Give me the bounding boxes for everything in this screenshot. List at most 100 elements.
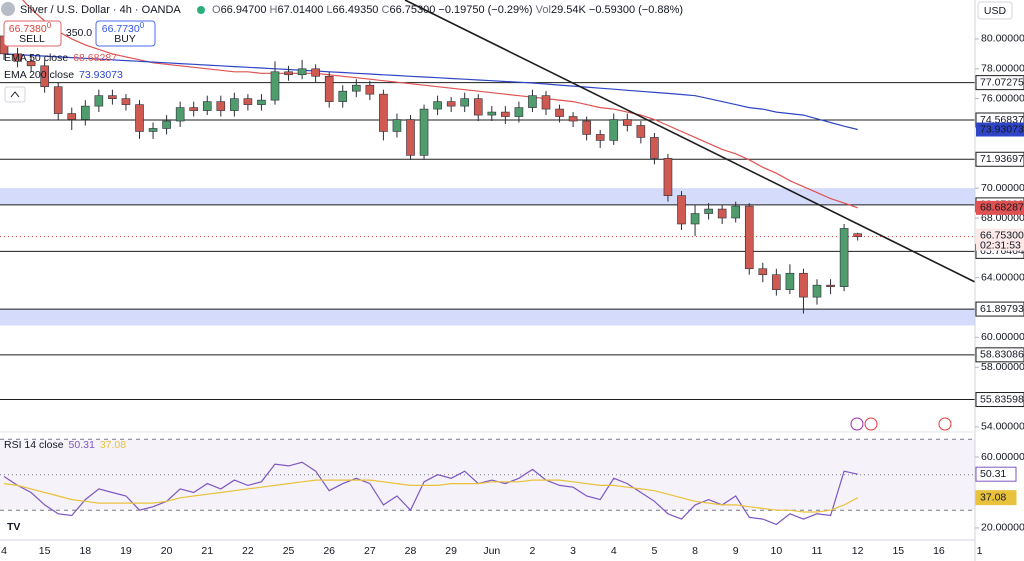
buy-price[interactable]: 66.77300 (102, 21, 145, 35)
candle-body (189, 107, 198, 111)
event-icon[interactable] (850, 417, 864, 431)
sell-main[interactable]: 66.7380 (9, 23, 47, 35)
candle-body (121, 98, 131, 105)
legend-value: 68.68287 (73, 52, 117, 64)
level-label: 71.93697 (980, 153, 1024, 165)
logo[interactable]: TV (7, 521, 20, 533)
c-label: C (382, 4, 390, 16)
candle-body (351, 84, 361, 92)
x-tick-label: 12 (852, 545, 864, 557)
y-tick-label: 78.00000 (981, 63, 1024, 75)
candle-body (555, 108, 564, 117)
y-tick-label: 58.00000 (981, 361, 1024, 373)
zone (0, 309, 975, 326)
y-tick-label: 76.00000 (981, 92, 1024, 104)
candle-body (568, 116, 578, 122)
x-tick-label: 1 (977, 545, 983, 557)
candle-body (53, 86, 63, 114)
level-tag (975, 151, 1024, 167)
sell-button[interactable]: 66.73800 SELL (3, 20, 62, 47)
candle-body (785, 272, 795, 290)
buy-button[interactable]: 66.77300 BUY (95, 20, 156, 47)
collapse-icon[interactable] (10, 91, 20, 98)
sell-digit[interactable]: 0 (47, 21, 52, 30)
buy-digit[interactable]: 0 (140, 21, 145, 30)
candle-body (704, 208, 713, 214)
volume-change: −0.59300 (−0.88%) (589, 4, 683, 16)
x-tick-label: 5 (651, 545, 657, 557)
event-icon[interactable] (938, 417, 952, 431)
currency-box[interactable] (977, 1, 1013, 20)
candle-body (501, 111, 510, 117)
x-tick-label: 26 (323, 545, 335, 557)
sell-price[interactable]: 66.73800 (9, 21, 52, 35)
candle-body (379, 93, 388, 132)
price-countdown: 02:31:53 (980, 239, 1021, 251)
x-tick-label: Jun (483, 545, 500, 557)
x-tick-label: 11 (812, 545, 823, 557)
legend-entry: EMA 200 close 73.93073 (4, 69, 123, 81)
buy-main[interactable]: 66.7730 (102, 23, 140, 35)
spread: 350.0 (66, 27, 92, 39)
candle-body (392, 119, 402, 132)
currency[interactable]: USD (984, 5, 1007, 17)
candle-body (406, 119, 415, 156)
l-value: 66.49350 (333, 4, 379, 16)
candle-body (690, 213, 700, 225)
rsi-legend: RSI 14 close 50.31 37.08 (4, 439, 126, 451)
line (3, 53, 858, 131)
zones (0, 188, 975, 326)
line (3, 479, 858, 513)
candle-body (609, 119, 619, 141)
x-tick-label: 28 (405, 545, 417, 557)
l-label: L (326, 4, 332, 16)
ema-tag-box (976, 200, 1024, 215)
buy-box[interactable] (95, 20, 156, 47)
x-tick-label: 15 (892, 545, 904, 557)
candle-body (487, 111, 497, 116)
candle-body (528, 95, 537, 108)
candle-body (636, 125, 646, 138)
price-tag-box (976, 228, 1024, 251)
candle-body (81, 105, 90, 120)
x-tick-label: 4 (1, 545, 7, 557)
buy-label[interactable]: BUY (114, 33, 136, 45)
rsi-tag-box (975, 466, 1017, 482)
candle-body (94, 95, 104, 107)
rsi-legend-value: 37.08 (100, 439, 126, 451)
x-tick-label: 22 (242, 545, 254, 557)
rsi-name: RSI 14 close (4, 439, 64, 451)
candle-body (365, 84, 375, 95)
rsi-tag: 50.31 (980, 468, 1006, 480)
x-tick-label: 9 (733, 545, 739, 557)
candle-body (473, 98, 483, 116)
level-label: 61.89793 (980, 303, 1024, 315)
candle-body (135, 104, 144, 132)
price-tags: 77.0727574.5683771.9369768.8788865.76464… (975, 75, 1024, 506)
event-icon[interactable] (864, 417, 878, 431)
candle-body (419, 108, 429, 156)
rsi-tick-label: 20.00000 (981, 522, 1024, 534)
candle-body (338, 90, 348, 102)
candle-body (67, 113, 77, 120)
level-label: 65.76464 (980, 245, 1024, 257)
c-value: 66.75300 (389, 4, 435, 16)
candle-body (26, 61, 36, 67)
legend-name: EMA 50 close (4, 52, 68, 64)
candle-body (853, 233, 862, 237)
collapse-button[interactable] (4, 86, 26, 103)
x-tick-label: 2 (530, 545, 536, 557)
candle-body (311, 68, 320, 77)
candle-body (243, 98, 253, 105)
x-tick-label: 29 (445, 545, 457, 557)
x-tick-label: 20 (161, 545, 173, 557)
y-tick-label: 54.00000 (981, 421, 1024, 433)
candle-body (758, 268, 768, 276)
level-label: 55.83598 (980, 393, 1024, 405)
candle-body (108, 95, 117, 99)
sell-label[interactable]: SELL (19, 33, 45, 45)
sell-box[interactable] (3, 20, 62, 47)
legend-name: EMA 200 close (4, 69, 74, 81)
candle-body (622, 119, 632, 126)
